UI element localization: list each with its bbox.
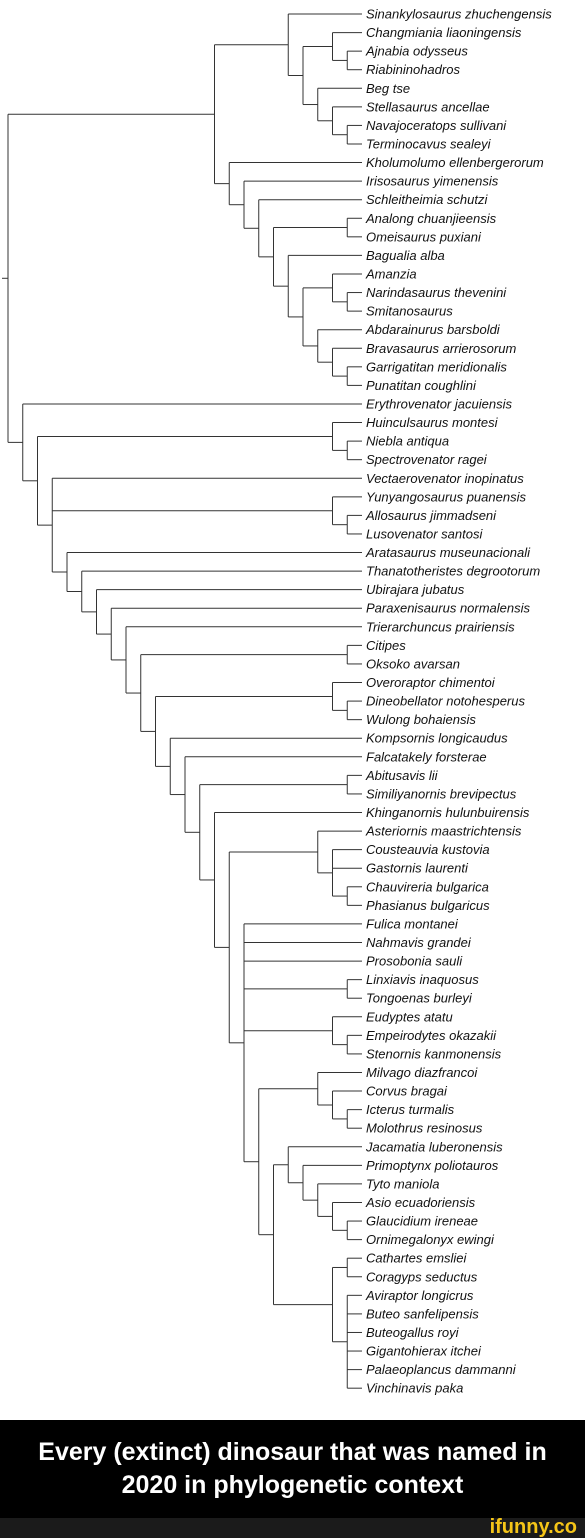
taxon-label: Smitanosaurus: [366, 304, 453, 319]
taxon-label: Garrigatitan meridionalis: [366, 359, 507, 374]
taxon-label: Ubirajara jubatus: [366, 582, 465, 597]
taxon-label: Erythrovenator jacuiensis: [366, 396, 512, 411]
taxon-label: Dineobellator notohesperus: [366, 694, 525, 709]
caption-banner: Every (extinct) dinosaur that was named …: [0, 1420, 585, 1518]
taxon-label: Asteriornis maastrichtensis: [365, 824, 522, 839]
taxon-label: Nahmavis grandei: [366, 935, 472, 950]
taxon-label: Analong chuanjieensis: [365, 211, 497, 226]
taxon-label: Stellasaurus ancellae: [366, 99, 490, 114]
taxon-label: Punatitan coughlini: [366, 378, 477, 393]
taxon-label: Gastornis laurenti: [366, 861, 469, 876]
taxon-label: Bravasaurus arrierosorum: [366, 341, 516, 356]
taxon-label: Stenornis kanmonensis: [366, 1046, 502, 1061]
taxon-label: Buteo sanfelipensis: [366, 1306, 479, 1321]
taxon-label: Trierarchuncus prairiensis: [366, 619, 515, 634]
cladogram: Sinankylosaurus zhuchengensis Changmiania…: [2, 7, 552, 1396]
taxon-label: Linxiavis inaquosus: [366, 972, 479, 987]
taxon-label: Abdarainurus barsboldi: [365, 322, 501, 337]
taxon-label: Prosobonia sauli: [366, 954, 463, 969]
taxon-label: Yunyangosaurus puanensis: [366, 489, 526, 504]
taxon-label: Oksoko avarsan: [366, 656, 460, 671]
taxon-label: Ornimegalonyx ewingi: [366, 1232, 495, 1247]
taxon-label: Asio ecuadoriensis: [365, 1195, 476, 1210]
taxon-label: Vinchinavis paka: [366, 1381, 463, 1396]
taxon-label: Kholumolumo ellenbergerorum: [366, 155, 544, 170]
taxon-label: Irisosaurus yimenensis: [366, 174, 499, 189]
taxon-label: Jacamatia luberonensis: [365, 1139, 503, 1154]
taxon-label: Paraxenisaurus normalensis: [366, 601, 531, 616]
taxon-label: Aratasaurus museunacionali: [365, 545, 531, 560]
brand-watermark[interactable]: ifunny.co: [489, 1516, 577, 1538]
taxon-label: Huinculsaurus montesi: [366, 415, 499, 430]
taxon-label: Bagualia alba: [366, 248, 445, 263]
taxon-label: Corvus bragai: [366, 1084, 448, 1099]
taxon-label: Sinankylosaurus zhuchengensis: [366, 7, 552, 22]
taxon-label: Coragyps seductus: [366, 1269, 478, 1284]
taxon-label: Tyto maniola: [366, 1176, 439, 1191]
taxon-label: Fulica montanei: [366, 916, 459, 931]
taxon-label: Kompsornis longicaudus: [366, 731, 508, 746]
taxon-label: Vectaerovenator inopinatus: [366, 471, 524, 486]
taxon-label: Riabininohadros: [366, 62, 460, 77]
footer-bar: ifunny.co: [0, 1516, 585, 1538]
taxon-label: Allosaurus jimmadseni: [365, 508, 497, 523]
taxon-label: Amanzia: [365, 266, 417, 281]
taxon-label: Tongoenas burleyi: [366, 991, 473, 1006]
taxon-labels: Sinankylosaurus zhuchengensis Changmiania…: [365, 7, 552, 1396]
taxon-label: Primoptynx poliotauros: [366, 1158, 499, 1173]
taxon-label: Chauvireria bulgarica: [366, 879, 489, 894]
taxon-label: Omeisaurus puxiani: [366, 229, 482, 244]
taxon-label: Cathartes emsliei: [366, 1251, 468, 1266]
taxon-label: Overoraptor chimentoi: [366, 675, 496, 690]
taxon-label: Buteogallus royi: [366, 1325, 460, 1340]
taxon-label: Molothrus resinosus: [366, 1121, 483, 1136]
taxon-label: Terminocavus sealeyi: [366, 136, 492, 151]
taxon-label: Navajoceratops sullivani: [366, 118, 507, 133]
taxon-label: Khinganornis hulunbuirensis: [366, 805, 530, 820]
taxon-label: Glaucidium ireneae: [366, 1214, 478, 1229]
taxon-label: Niebla antiqua: [366, 434, 449, 449]
taxon-label: Palaeoplancus dammanni: [366, 1362, 517, 1377]
tree-branches: [2, 13, 362, 1389]
taxon-label: Schleitheimia schutzi: [366, 192, 488, 207]
taxon-label: Thanatotheristes degrootorum: [366, 564, 540, 579]
taxon-label: Ajnabia odysseus: [365, 44, 468, 59]
taxon-label: Similiyanornis brevipectus: [366, 786, 517, 801]
taxon-label: Icterus turmalis: [366, 1102, 455, 1117]
taxon-label: Eudyptes atatu: [366, 1009, 453, 1024]
taxon-label: Lusovenator santosi: [366, 526, 483, 541]
taxon-label: Cousteauvia kustovia: [366, 842, 490, 857]
taxon-label: Milvago diazfrancoi: [366, 1065, 478, 1080]
taxon-label: Beg tse: [366, 81, 410, 96]
taxon-label: Phasianus bulgaricus: [366, 898, 490, 913]
caption-text: Every (extinct) dinosaur that was named …: [38, 1438, 547, 1499]
taxon-label: Falcatakely forsterae: [366, 749, 487, 764]
taxon-label: Aviraptor longicrus: [365, 1288, 474, 1303]
taxon-label: Changmiania liaoningensis: [366, 25, 522, 40]
taxon-label: Gigantohierax itchei: [366, 1344, 482, 1359]
taxon-label: Narindasaurus thevenini: [366, 285, 507, 300]
taxon-label: Spectrovenator ragei: [366, 452, 488, 467]
taxon-label: Wulong bohaiensis: [366, 712, 476, 727]
taxon-label: Citipes: [366, 638, 406, 653]
taxon-label: Empeirodytes okazakii: [366, 1028, 497, 1043]
taxon-label: Abitusavis lii: [365, 768, 439, 783]
